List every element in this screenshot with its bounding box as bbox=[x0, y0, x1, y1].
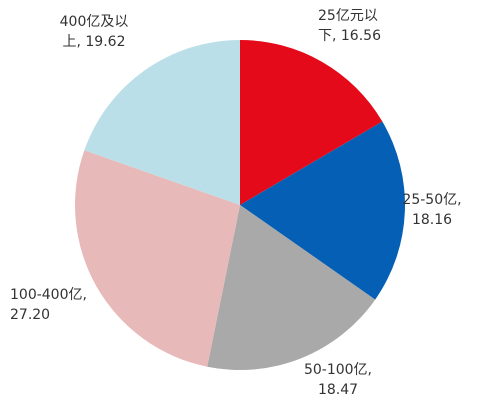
slice-label: 25亿元以下, 16.56 bbox=[318, 8, 381, 44]
pie-slice bbox=[207, 205, 376, 370]
slice-label: 25-50亿, 18.16 bbox=[402, 192, 462, 228]
pie-slice bbox=[84, 40, 240, 205]
slice-label: 100-400亿, 27.20 bbox=[10, 287, 87, 323]
pie-slice bbox=[240, 40, 383, 205]
slice-label: 400亿及以上, 19.62 bbox=[59, 14, 129, 50]
slice-label: 50-100亿, 18.47 bbox=[303, 362, 373, 398]
pie-slice bbox=[240, 121, 405, 300]
pie-slice bbox=[75, 150, 240, 367]
